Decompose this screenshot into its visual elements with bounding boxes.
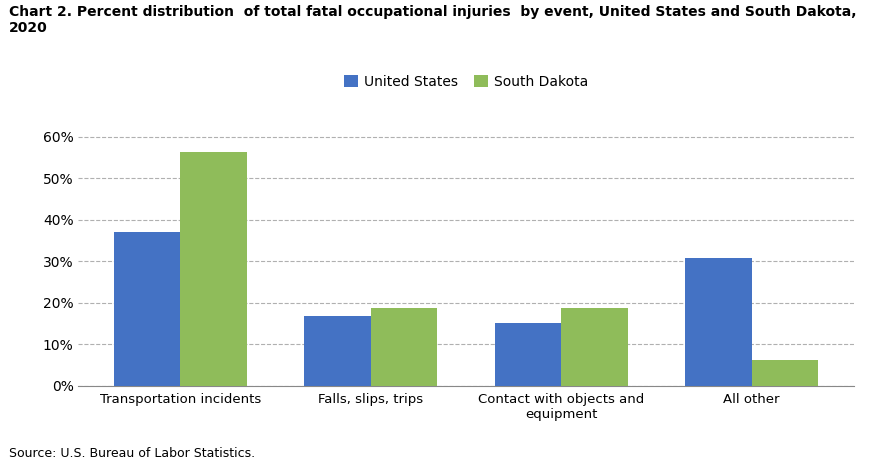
Bar <box>495 323 561 386</box>
Text: Chart 2. Percent distribution  of total fatal occupational injuries  by event, U: Chart 2. Percent distribution of total f… <box>9 5 856 35</box>
Legend: United States, South Dakota: United States, South Dakota <box>344 75 588 89</box>
Bar <box>371 308 437 386</box>
Bar <box>685 258 752 386</box>
Bar <box>752 360 819 386</box>
Text: Source: U.S. Bureau of Labor Statistics.: Source: U.S. Bureau of Labor Statistics. <box>9 447 255 460</box>
Bar <box>304 316 371 386</box>
Bar <box>113 232 180 386</box>
Bar <box>561 308 628 386</box>
Bar <box>180 153 247 386</box>
